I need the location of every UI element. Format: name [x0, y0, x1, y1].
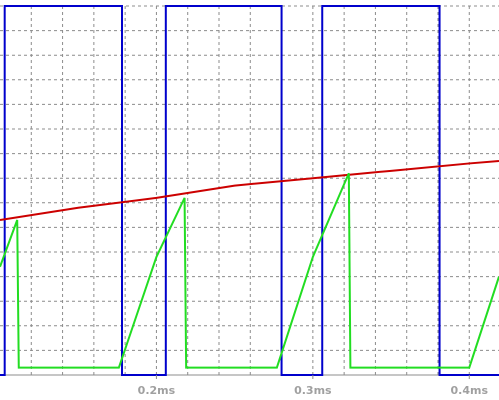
- x-tick-label: 0.4ms: [451, 384, 489, 397]
- series-line-1: [0, 5, 499, 376]
- series-group: [0, 5, 499, 376]
- series-line-3: [0, 172, 499, 369]
- x-tick-label: 0.2ms: [138, 384, 176, 397]
- grid: [0, 5, 499, 376]
- series-line-2: [0, 159, 499, 222]
- x-axis-ticks: 0.2ms 0.3ms 0.4ms: [138, 375, 489, 397]
- x-tick-label: 0.3ms: [294, 384, 332, 397]
